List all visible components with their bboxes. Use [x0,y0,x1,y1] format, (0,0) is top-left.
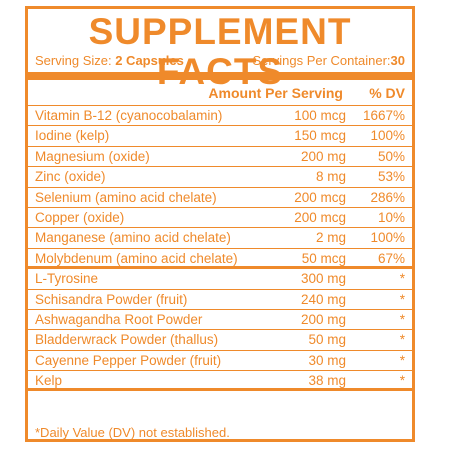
table-row: Schisandra Powder (fruit) 240 mg * [28,290,412,310]
table-row: Ashwagandha Root Powder 200 mg * [28,310,412,331]
ingredient-name: Vitamin B-12 (cyanocobalamin) [35,108,223,123]
ingredient-amount: 2 mg [315,230,346,246]
ingredient-name: Iodine (kelp) [35,128,110,144]
table-row: Manganese (amino acid chelate) 2 mg 100% [28,228,412,249]
footnote: *Daily Value (DV) not established. [35,425,230,440]
ingredient-name: Ashwagandha Root Powder [35,311,203,327]
ingredient-dv: * [399,291,405,307]
ingredient-amount: 300 mg [300,271,346,287]
serving-size: Serving Size: 2 Capsules [35,53,184,69]
ingredient-name: L-Tyrosine [35,271,99,287]
ingredient-dv: 286% [370,189,405,205]
ingredient-name: Molybdenum (amino acid chelate) [35,250,238,266]
serving-size-label: Serving Size: [35,53,112,68]
ingredient-amount: 200 mg [300,311,346,327]
table-row: Selenium (amino acid chelate) 200 mcg 286% [28,188,412,208]
ingredient-amount: 8 mg [315,169,346,185]
ingredient-dv: 10% [377,209,405,225]
ingredient-amount: 200 mg [300,148,346,164]
table-row: Copper (oxide) 200 mcg 10% [28,208,412,229]
ingredient-amount: 38 mg [308,373,346,389]
table-row: Magnesium (oxide) 200 mg 50% [28,147,412,168]
ingredient-amount: 200 mcg [294,209,346,225]
ingredient-name: Kelp [35,373,63,389]
ingredient-dv: * [399,311,405,327]
supplement-facts-panel: SUPPLEMENT FACTS Serving Size: 2 Capsule… [25,6,415,442]
table-row: Bladderwrack Powder (thallus) 50 mg * [28,330,412,351]
ingredient-amount: 240 mg [300,291,346,307]
servings-per-container: Servings Per Container:30 [253,53,405,69]
ingredient-amount: 30 mg [308,352,346,368]
table-row: Cayenne Pepper Powder (fruit) 30 mg * [28,351,412,372]
table-row: L-Tyrosine 300 mg * [28,269,412,290]
ingredient-dv: * [399,352,405,368]
ingredient-dv: * [399,373,405,389]
ingredient-dv: * [399,332,405,348]
table-row: Molybdenum (amino acid chelate) 50 mcg 67% [28,249,412,270]
servings-per-container-value: 30 [390,53,405,68]
table-header: Amount Per Serving % DV [35,82,405,104]
ingredient-dv: 53% [377,169,405,185]
ingredient-name: Cayenne Pepper Powder (fruit) [35,352,222,368]
header-divider [28,105,412,106]
ingredient-dv: 100% [370,230,405,246]
ingredient-name: Selenium (amino acid chelate) [35,189,217,205]
ingredient-name: Bladderwrack Powder (thallus) [35,332,219,348]
ingredient-dv: 50% [377,148,405,164]
panel-title: SUPPLEMENT FACTS [88,11,352,92]
ingredient-name: Zinc (oxide) [35,169,106,185]
thick-divider [28,72,412,80]
ingredient-name: Schisandra Powder (fruit) [35,291,188,307]
dv-header: % DV [369,85,405,101]
ingredient-dv: * [399,271,405,287]
serving-size-value: 2 Capsules [115,53,184,68]
ingredient-name: Copper (oxide) [35,209,125,225]
servings-per-container-label: Servings Per Container: [252,53,391,68]
facts-table: Vitamin B-12 (cyanocobalamin) 100 mcg 1667… [28,106,412,392]
ingredient-amount: 100 mcg [294,108,346,123]
table-row: Kelp 38 mg * [28,371,412,392]
ingredient-amount: 200 mcg [294,189,346,205]
ingredient-dv: 67% [377,250,405,266]
ingredient-name: Manganese (amino acid chelate) [35,230,231,246]
ingredient-name: Magnesium (oxide) [35,148,150,164]
ingredient-dv: 1667% [362,108,405,123]
amount-per-serving-header: Amount Per Serving [208,85,343,101]
table-row: Zinc (oxide) 8 mg 53% [28,167,412,188]
serving-info: Serving Size: 2 Capsules Servings Per Co… [35,53,405,69]
ingredient-amount: 50 mcg [301,250,346,266]
ingredient-amount: 50 mg [308,332,346,348]
table-row: Vitamin B-12 (cyanocobalamin) 100 mcg 1667… [28,106,412,127]
ingredient-dv: 100% [370,128,405,144]
ingredient-amount: 150 mcg [294,128,346,144]
table-row: Iodine (kelp) 150 mcg 100% [28,126,412,147]
